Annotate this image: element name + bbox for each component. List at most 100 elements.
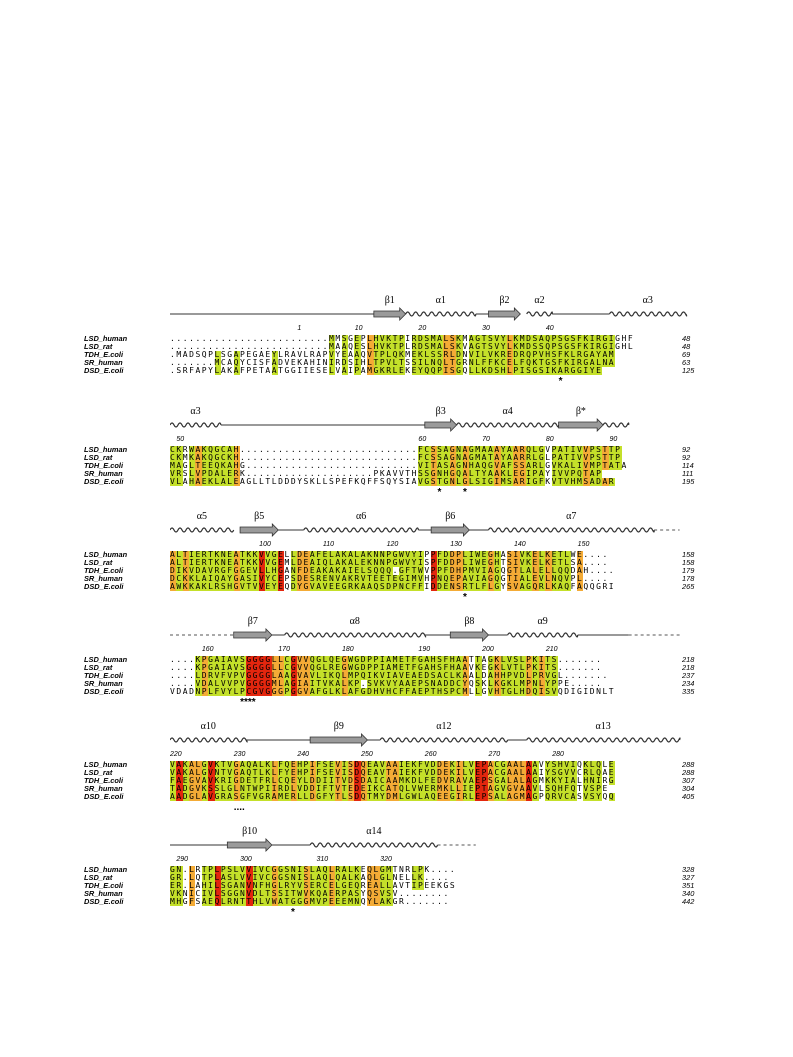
residue: C — [424, 445, 431, 454]
residue: P — [526, 655, 533, 664]
residue: T — [335, 776, 342, 785]
residue: T — [392, 784, 399, 793]
residue: V — [373, 679, 380, 688]
residue: C — [405, 582, 412, 591]
residue: L — [475, 358, 482, 367]
residue: E — [328, 897, 336, 906]
residue: S — [214, 784, 221, 793]
residue: K — [411, 760, 419, 769]
residue: V — [386, 358, 393, 367]
residue: P — [373, 655, 380, 664]
residue: K — [379, 679, 387, 688]
residue: Q — [583, 582, 589, 591]
residue: . — [303, 334, 309, 343]
residue: I — [379, 655, 387, 664]
residue: C — [379, 784, 387, 793]
residue: F — [405, 566, 412, 575]
residue: M — [437, 784, 444, 793]
residue: T — [577, 784, 582, 793]
residue: . — [424, 873, 430, 882]
residue: G — [341, 655, 349, 664]
residue: T — [252, 776, 260, 785]
residue: L — [545, 566, 552, 575]
residue: L — [233, 865, 240, 874]
residue: G — [608, 776, 616, 785]
residue: P — [589, 453, 597, 462]
residue: F — [322, 784, 329, 793]
residue: S — [176, 366, 182, 375]
residue: K — [494, 655, 501, 664]
residue: T — [468, 655, 474, 664]
residue: M — [405, 350, 411, 359]
residue: E — [182, 776, 190, 785]
ss-element-label: α7 — [566, 511, 576, 522]
sequence-name: LSD_human — [84, 445, 128, 454]
residue: P — [239, 350, 245, 359]
residue: A — [220, 574, 228, 583]
residue: S — [278, 889, 285, 898]
residue: N — [532, 679, 539, 688]
residue: D — [386, 582, 393, 591]
alignment-row: FAEGVAVKRIGDETFRLCQEYLDDIITVDSDAICAAMKDL… — [170, 776, 616, 785]
residue: E — [208, 461, 215, 470]
residue: L — [545, 574, 552, 583]
residue: T — [373, 358, 380, 367]
residue: G — [265, 679, 272, 688]
residue: L — [278, 655, 285, 664]
residue: N — [589, 776, 597, 785]
residue: R — [596, 342, 603, 351]
residue: C — [195, 889, 201, 898]
residue: D — [170, 566, 177, 575]
beta-strand-arrow — [449, 628, 490, 642]
residue: K — [545, 550, 552, 559]
residue: L — [373, 865, 380, 874]
residue: K — [481, 366, 488, 375]
residue: . — [297, 469, 303, 478]
residue: K — [545, 477, 551, 486]
residue: K — [354, 582, 361, 591]
residue: A — [195, 445, 202, 454]
residue: T — [182, 550, 190, 559]
residue: D — [341, 358, 349, 367]
residue: A — [316, 865, 323, 874]
residue: F — [316, 550, 323, 559]
residue: D — [430, 768, 438, 777]
residue: H — [621, 334, 627, 343]
residue: Q — [596, 760, 603, 769]
residue: G — [500, 574, 506, 583]
residue: I — [271, 784, 279, 793]
residue: P — [456, 574, 463, 583]
residue: P — [532, 671, 539, 680]
residue: A — [456, 655, 463, 664]
residue: R — [265, 776, 272, 785]
residue: I — [513, 558, 520, 567]
residue: G — [290, 687, 298, 696]
residue: T — [564, 445, 571, 454]
residue: G — [583, 358, 590, 367]
residue: E — [367, 768, 374, 777]
residue: R — [551, 792, 558, 801]
residue: . — [443, 865, 449, 874]
residue: D — [526, 334, 533, 343]
end-position: 125 — [682, 366, 695, 375]
residue: K — [475, 663, 482, 672]
residue: L — [195, 768, 202, 777]
residue: N — [551, 574, 558, 583]
residue: L — [405, 342, 411, 351]
residue: D — [284, 477, 290, 486]
residue: I — [405, 334, 411, 343]
residue: V — [259, 582, 266, 591]
residue: N — [596, 687, 602, 696]
residue: T — [545, 663, 552, 672]
residue: L — [259, 760, 266, 769]
residue-number: 160 — [201, 646, 214, 653]
residue-number: 30 — [482, 325, 490, 332]
residue: A — [481, 574, 488, 583]
residue: D — [239, 776, 247, 785]
sequence-names: LSD_human LSD_rat TDH_E.coli SR_human DSD_E.… — [84, 761, 168, 801]
residue: F — [220, 671, 228, 680]
residue: . — [309, 342, 315, 351]
residue: . — [214, 342, 220, 351]
ss-element-label: α6 — [356, 511, 366, 522]
residue: I — [316, 784, 323, 793]
